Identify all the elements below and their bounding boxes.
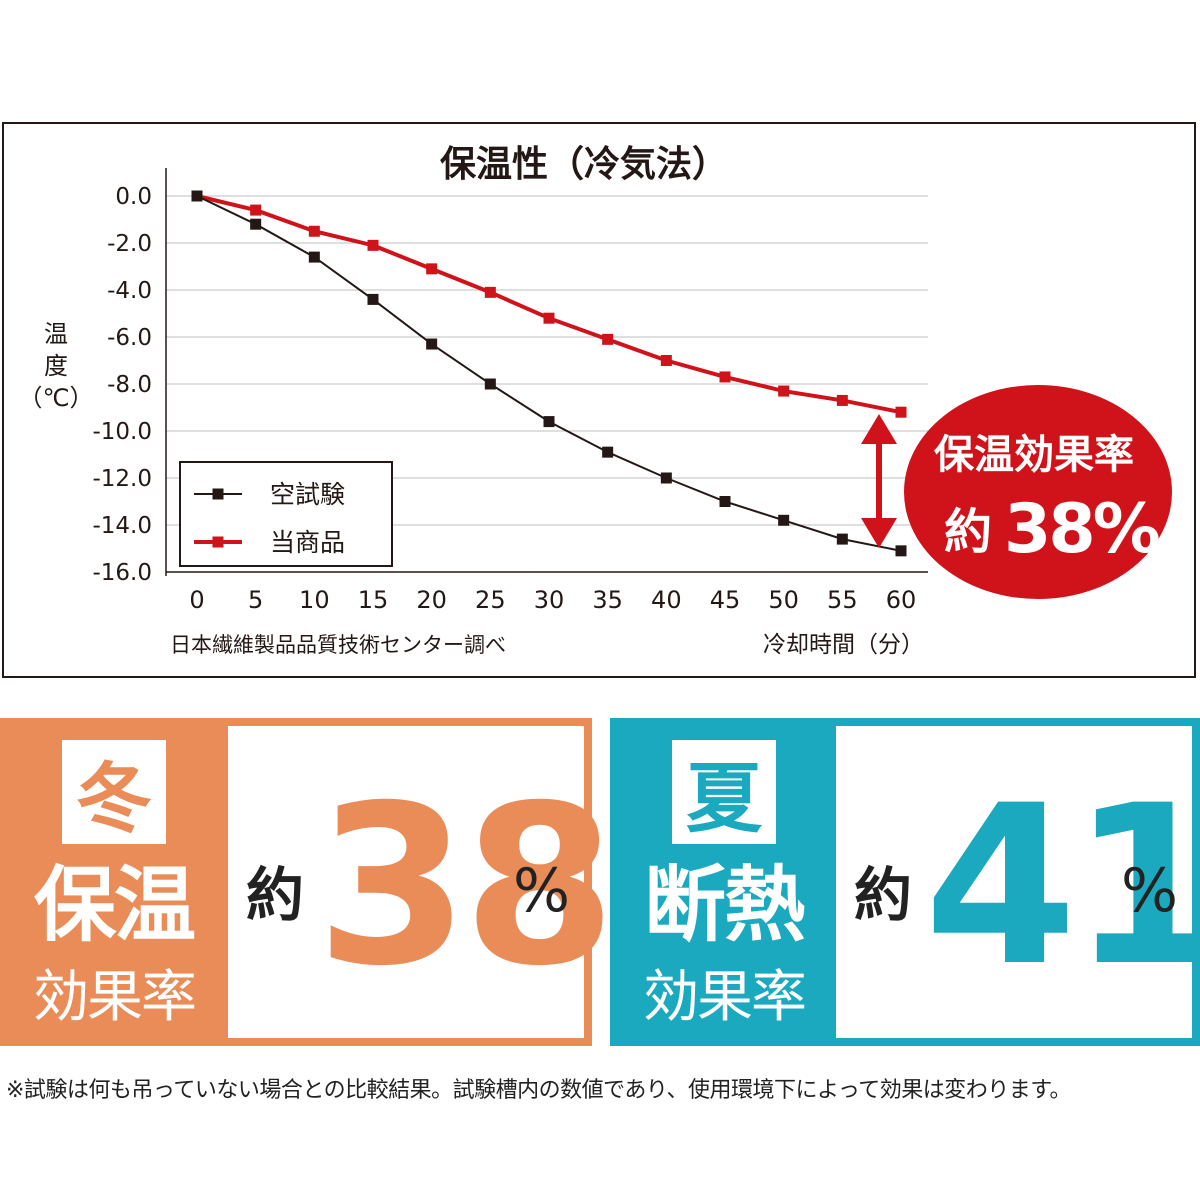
x-tick-label: 0	[189, 586, 204, 614]
y-tick-label: -4.0	[107, 278, 152, 304]
data-point	[426, 338, 438, 350]
winter-value: 38	[316, 758, 616, 1014]
legend-label: 当商品	[270, 528, 345, 557]
x-tick-label: 55	[827, 586, 858, 614]
data-point	[543, 312, 555, 324]
winter-unit: %	[512, 856, 570, 926]
data-point	[308, 251, 320, 263]
data-point	[602, 446, 614, 458]
data-point	[367, 293, 379, 305]
badge-line1: 保温効果率	[934, 432, 1134, 478]
y-tick-labels: 0.0 -2.0 -4.0 -6.0 -8.0 -10.0 -12.0 -14.0 -16.0	[92, 184, 152, 586]
data-point	[250, 204, 262, 216]
legend-swatch-marker	[212, 536, 224, 548]
summer-value: 41	[924, 758, 1200, 1014]
y-tick-label: -10.0	[92, 419, 152, 445]
winter-approx: 約	[246, 861, 305, 929]
y-axis-label: 温度（℃）	[19, 320, 94, 412]
series	[191, 190, 907, 557]
chart-frame: 保温性（冷気法） 0.0 -2.0 -4.0 -6.0 -8.0 -10.0 -12.0 -1…	[2, 122, 1196, 678]
data-point	[778, 514, 790, 526]
data-point	[367, 239, 379, 251]
summer-approx: 約	[854, 861, 913, 929]
badge-ellipse	[904, 385, 1172, 599]
legend-swatch-marker	[212, 488, 224, 500]
season-winter-label: 冬	[76, 754, 152, 843]
summer-insulation-label: 断熱	[643, 858, 806, 953]
badge-value: 38%	[1004, 490, 1159, 569]
y-tick-label: -14.0	[92, 513, 152, 539]
winter-heat-retention-label: 保温	[33, 858, 196, 953]
x-tick-label: 25	[475, 586, 506, 614]
efficiency-badge: 保温効果率 約 38%	[904, 385, 1172, 599]
data-point	[836, 533, 848, 545]
data-point	[543, 416, 555, 428]
series-line	[196, 194, 902, 415]
y-tick-label: -6.0	[107, 325, 152, 351]
summer-value-box: 約 41 %	[836, 726, 1200, 1038]
difference-arrow	[861, 414, 897, 548]
season-winter-box: 冬	[62, 740, 166, 844]
data-point	[895, 406, 907, 418]
data-point	[895, 545, 907, 557]
x-axis-label: 冷却時間（分）	[763, 632, 924, 658]
x-tick-label: 30	[534, 586, 565, 614]
x-tick-label: 45	[710, 586, 741, 614]
y-tick-label: -8.0	[107, 372, 152, 398]
summer-efficiency-label: 効果率	[643, 965, 807, 1030]
legend-label: 空試験	[270, 480, 345, 509]
x-tick-label: 50	[768, 586, 799, 614]
x-tick-label: 10	[299, 586, 330, 614]
winter-panel: 冬 保温 効果率 約 38 %	[0, 718, 616, 1046]
season-summer-label: 夏	[686, 754, 762, 843]
data-point	[484, 378, 496, 390]
winter-value-box: 約 38 %	[228, 726, 616, 1038]
x-tick-label: 60	[886, 586, 917, 614]
y-tick-label: -2.0	[107, 231, 152, 257]
x-tick-labels: 0 5 10 15 20 25 30 35 40 45 50 55 60	[189, 586, 916, 614]
season-summer-box: 夏	[672, 740, 776, 844]
summer-panel: 夏 断熱 効果率 約 41 %	[610, 718, 1200, 1046]
x-tick-label: 40	[651, 586, 682, 614]
data-point	[719, 496, 731, 507]
badge-approx: 約	[944, 504, 992, 560]
data-point	[778, 385, 790, 397]
x-tick-label: 15	[358, 586, 389, 614]
y-tick-label: -12.0	[92, 466, 152, 492]
data-point	[719, 371, 731, 383]
data-point	[660, 472, 672, 484]
data-point	[602, 333, 614, 345]
source-note: 日本繊維製品品質技術センター調べ	[170, 633, 506, 657]
summer-unit: %	[1120, 856, 1178, 926]
data-point	[836, 394, 848, 406]
data-point	[426, 263, 438, 275]
temperature-chart: 保温性（冷気法） 0.0 -2.0 -4.0 -6.0 -8.0 -10.0 -12.0 -1…	[19, 144, 1172, 658]
data-point	[660, 355, 672, 366]
data-point	[484, 286, 496, 298]
x-tick-label: 5	[248, 586, 263, 614]
x-tick-label: 35	[592, 586, 623, 614]
data-point	[250, 218, 262, 230]
winter-efficiency-label: 効果率	[33, 965, 197, 1030]
data-point	[308, 225, 320, 237]
chart-title: 保温性（冷気法）	[440, 144, 728, 185]
x-tick-label: 20	[416, 586, 447, 614]
y-tick-label: -16.0	[92, 560, 152, 586]
legend-box	[179, 461, 393, 567]
data-point	[191, 190, 203, 202]
y-tick-label: 0.0	[115, 184, 152, 210]
footnote: ※試験は何も吊っていない場合との比較結果。試験槽内の数値であり、使用環境下によっ…	[6, 1078, 1072, 1103]
